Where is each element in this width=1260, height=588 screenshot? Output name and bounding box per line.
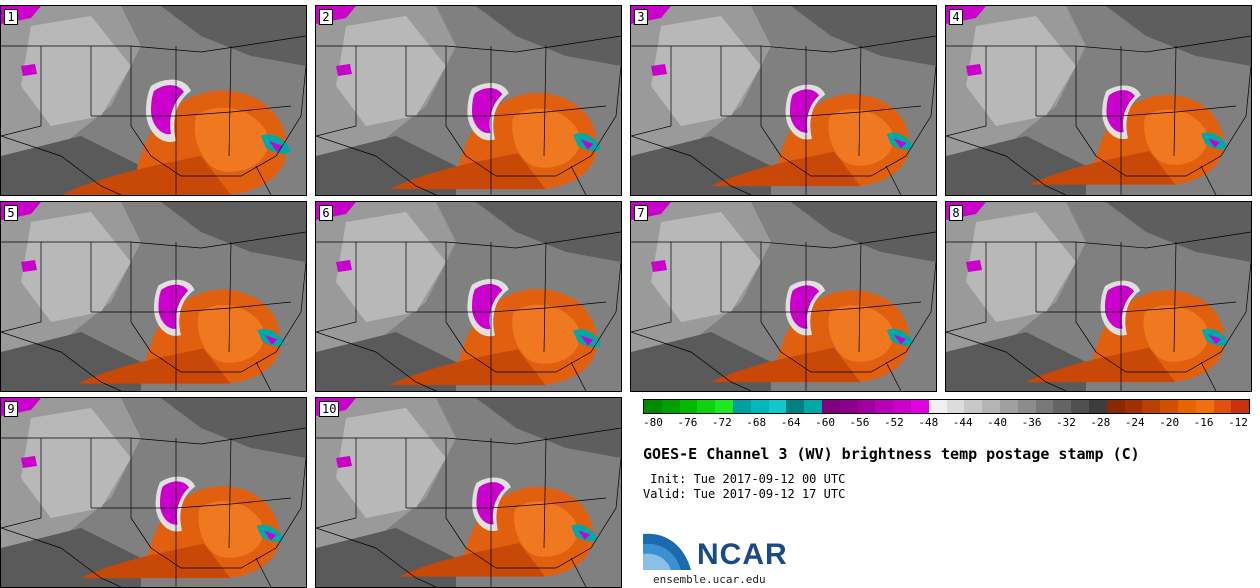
panel-number: 10 bbox=[319, 401, 340, 417]
colorbar-bin bbox=[857, 400, 876, 413]
water-vapor-map bbox=[1, 398, 306, 587]
colorbar-bin bbox=[946, 400, 965, 413]
water-vapor-map bbox=[1, 202, 306, 391]
forecast-panel: 7 bbox=[630, 201, 937, 392]
water-vapor-map bbox=[946, 202, 1251, 391]
colorbar-bin bbox=[1071, 400, 1089, 413]
colorbar-bin bbox=[679, 400, 698, 413]
water-vapor-map bbox=[316, 398, 621, 587]
colorbar-bin bbox=[750, 400, 769, 413]
ncar-logo-icon bbox=[643, 533, 691, 570]
panel-number: 4 bbox=[949, 9, 963, 25]
water-vapor-map bbox=[316, 202, 621, 391]
ncar-logo-text: NCAR bbox=[697, 538, 788, 571]
colorbar-bin bbox=[661, 400, 680, 413]
colorbar-bin bbox=[1017, 400, 1036, 413]
colorbar-tick-label: -44 bbox=[952, 416, 973, 429]
logo-url: ensemble.ucar.edu bbox=[653, 573, 766, 586]
colorbar-tick-label: -76 bbox=[677, 416, 698, 429]
colorbar-tick-label: -24 bbox=[1124, 416, 1145, 429]
colorbar-bin bbox=[804, 400, 822, 413]
colorbar-bin bbox=[715, 400, 733, 413]
panel-number: 5 bbox=[4, 205, 18, 221]
panel-number: 6 bbox=[319, 205, 333, 221]
colorbar-bin bbox=[1160, 400, 1178, 413]
colorbar-tick-label: -72 bbox=[711, 416, 732, 429]
water-vapor-map bbox=[316, 6, 621, 195]
forecast-panel: 3 bbox=[630, 5, 937, 196]
colorbar-tick-label: -40 bbox=[987, 416, 1008, 429]
colorbar-tick-label: -68 bbox=[746, 416, 767, 429]
colorbar-bin bbox=[821, 400, 840, 413]
colorbar-tick-label: -16 bbox=[1193, 416, 1214, 429]
colorbar-tick-label: -60 bbox=[815, 416, 835, 429]
colorbar-bin bbox=[732, 400, 751, 413]
figure-title: GOES-E Channel 3 (WV) brightness temp po… bbox=[643, 445, 1140, 463]
colorbar-bin bbox=[1035, 400, 1054, 413]
forecast-panel: 5 bbox=[0, 201, 307, 392]
colorbar-tick-label: -48 bbox=[918, 416, 939, 429]
water-vapor-map bbox=[631, 6, 936, 195]
colorbar-bin bbox=[1213, 400, 1232, 413]
valid-time: Valid: Tue 2017-09-12 17 UTC bbox=[643, 487, 846, 501]
colorbar-bin bbox=[999, 400, 1018, 413]
forecast-panel: 10 bbox=[315, 397, 622, 588]
init-time: Init: Tue 2017-09-12 00 UTC bbox=[643, 472, 846, 486]
colorbar-bin bbox=[1195, 400, 1214, 413]
colorbar-tick-label: -28 bbox=[1090, 416, 1111, 429]
forecast-panel: 4 bbox=[945, 5, 1252, 196]
colorbar-bin bbox=[786, 400, 805, 413]
colorbar-tick-label: -36 bbox=[1021, 416, 1042, 429]
colorbar-tick-label: -32 bbox=[1056, 416, 1076, 429]
colorbar-bin bbox=[768, 400, 787, 413]
panel-number: 9 bbox=[4, 401, 18, 417]
forecast-panel: 9 bbox=[0, 397, 307, 588]
water-vapor-map bbox=[1, 6, 306, 195]
colorbar-tick-label: -56 bbox=[849, 416, 870, 429]
water-vapor-map bbox=[631, 202, 936, 391]
colorbar-bin bbox=[910, 400, 929, 413]
colorbar-bin bbox=[839, 400, 858, 413]
colorbar-bin bbox=[1088, 400, 1107, 413]
colorbar-ticks: -80 -76 -72 -68 -64 -60 -56 -52 -48 -44 -40 -36 -32 -… bbox=[643, 416, 1248, 430]
panel-number: 2 bbox=[319, 9, 333, 25]
forecast-panel: 1 bbox=[0, 5, 307, 196]
colorbar-bin bbox=[1124, 400, 1143, 413]
forecast-panel: 8 bbox=[945, 201, 1252, 392]
colorbar-bin bbox=[1177, 400, 1196, 413]
colorbar-bin bbox=[1053, 400, 1072, 413]
colorbar-bin bbox=[697, 400, 716, 413]
colorbar-tick-label: -80 bbox=[643, 416, 663, 429]
colorbar-tick-label: -52 bbox=[883, 416, 904, 429]
colorbar-bin bbox=[893, 400, 911, 413]
colorbar-tick-label: -20 bbox=[1159, 416, 1180, 429]
colorbar-bin bbox=[1106, 400, 1125, 413]
panel-number: 1 bbox=[4, 9, 18, 25]
forecast-panel: 2 bbox=[315, 5, 622, 196]
colorbar-bin bbox=[1231, 400, 1250, 413]
forecast-panel: 6 bbox=[315, 201, 622, 392]
colorbar-tick-label: -64 bbox=[780, 416, 801, 429]
colorbar-tick-label: -12 bbox=[1228, 416, 1248, 429]
panel-number: 3 bbox=[634, 9, 648, 25]
colorbar-bin bbox=[964, 400, 983, 413]
panel-number: 7 bbox=[634, 205, 648, 221]
colorbar-bin bbox=[1142, 400, 1161, 413]
panel-number: 8 bbox=[949, 205, 963, 221]
colorbar-bin bbox=[644, 400, 662, 413]
colorbar bbox=[643, 399, 1250, 414]
water-vapor-map bbox=[946, 6, 1251, 195]
colorbar-bin bbox=[875, 400, 894, 413]
colorbar-bin bbox=[928, 400, 947, 413]
colorbar-bin bbox=[982, 400, 1000, 413]
